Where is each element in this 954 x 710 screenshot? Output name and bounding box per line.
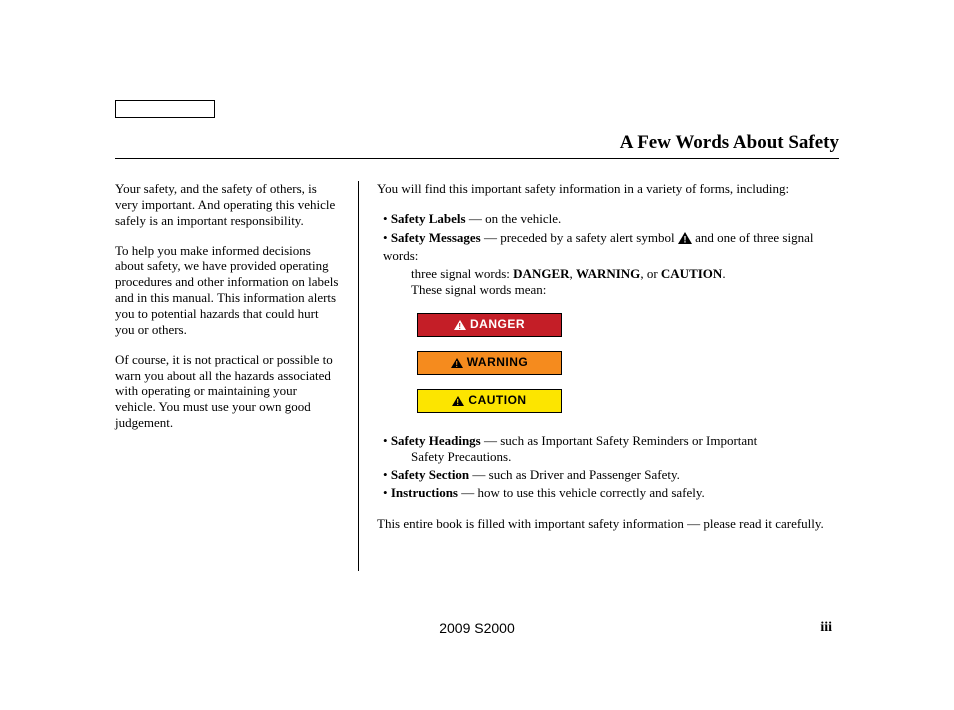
svg-text:!: ! bbox=[455, 360, 458, 368]
danger-badge: ! DANGER bbox=[417, 313, 562, 337]
warning-badge: ! WARNING bbox=[417, 351, 562, 375]
alert-triangle-icon: ! bbox=[452, 396, 464, 406]
right-column: You will find this important safety info… bbox=[377, 181, 839, 571]
manual-page: A Few Words About Safety Your safety, an… bbox=[0, 0, 954, 571]
bullet-list-2: • Safety Headings — such as Important Sa… bbox=[377, 433, 839, 502]
caution-badge: ! CAUTION bbox=[417, 389, 562, 413]
signal-boxes: ! DANGER ! WARNING ! CAUTION bbox=[377, 313, 839, 413]
alert-triangle-icon: ! bbox=[451, 358, 463, 368]
content-columns: Your safety, and the safety of others, i… bbox=[115, 181, 839, 571]
signal-words-line: three signal words: DANGER, WARNING, or … bbox=[383, 266, 839, 299]
alert-triangle-icon: ! bbox=[454, 320, 466, 330]
intro-para-3: Of course, it is not practical or possib… bbox=[115, 352, 340, 431]
bullet-safety-labels: • Safety Labels — on the vehicle. bbox=[383, 211, 839, 227]
bullet-instructions: • Instructions — how to use this vehicle… bbox=[383, 485, 839, 501]
alert-triangle-icon: ! bbox=[678, 232, 692, 248]
bullet-list-1: • Safety Labels — on the vehicle. • Safe… bbox=[377, 211, 839, 298]
footer-model-year: 2009 S2000 bbox=[439, 620, 515, 636]
bullet-safety-messages: • Safety Messages — preceded by a safety… bbox=[383, 230, 839, 265]
svg-text:!: ! bbox=[458, 322, 461, 330]
intro-para-1: Your safety, and the safety of others, i… bbox=[115, 181, 340, 229]
placeholder-box bbox=[115, 100, 215, 118]
bullet-safety-section: • Safety Section — such as Driver and Pa… bbox=[383, 467, 839, 483]
footer-page-number: iii bbox=[820, 620, 832, 636]
left-column: Your safety, and the safety of others, i… bbox=[115, 181, 340, 571]
svg-text:!: ! bbox=[457, 398, 460, 406]
title-row: A Few Words About Safety bbox=[115, 132, 839, 159]
page-title: A Few Words About Safety bbox=[115, 132, 839, 154]
closing-para: This entire book is filled with importan… bbox=[377, 516, 839, 532]
intro-para-2: To help you make informed decisions abou… bbox=[115, 243, 340, 338]
column-divider bbox=[358, 181, 359, 571]
right-intro: You will find this important safety info… bbox=[377, 181, 839, 197]
svg-text:!: ! bbox=[683, 234, 686, 244]
bullet-safety-headings: • Safety Headings — such as Important Sa… bbox=[383, 433, 839, 466]
